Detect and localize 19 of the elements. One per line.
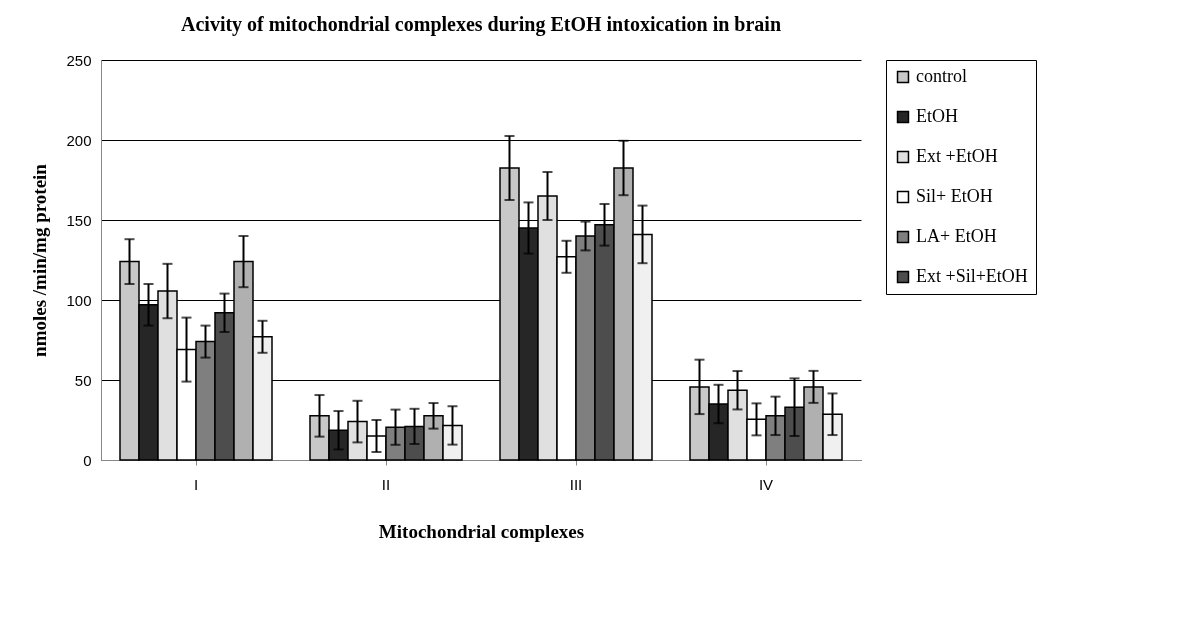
legend-label: Sil+ EtOH bbox=[916, 186, 993, 206]
legend-label: LA+ EtOH bbox=[916, 226, 997, 246]
x-tick-label: II bbox=[381, 475, 391, 493]
legend-label: Ext +EtOH bbox=[916, 146, 998, 166]
chart-title: Acivity of mitochondrial complexes during EtOH intoxication in brain bbox=[180, 13, 782, 36]
y-tick-label: 100 bbox=[66, 291, 92, 309]
legend-label: EtOH bbox=[916, 106, 958, 126]
x-axis-title: Mitochondrial complexes bbox=[378, 520, 585, 542]
x-tick-label: III bbox=[569, 475, 583, 493]
y-tick-label: 50 bbox=[74, 371, 92, 389]
x-tick-label: I bbox=[193, 475, 199, 493]
x-tick-label: IV bbox=[758, 475, 774, 493]
y-tick-label: 150 bbox=[66, 211, 92, 229]
y-axis-title: nmoles /min/mg protein bbox=[29, 163, 51, 357]
y-tick-label: 200 bbox=[66, 131, 92, 149]
legend-label: control bbox=[916, 66, 967, 86]
y-tick-label: 0 bbox=[83, 451, 92, 469]
legend-label: Ext +Sil+EtOH bbox=[916, 266, 1028, 286]
y-tick-label: 250 bbox=[66, 51, 92, 69]
